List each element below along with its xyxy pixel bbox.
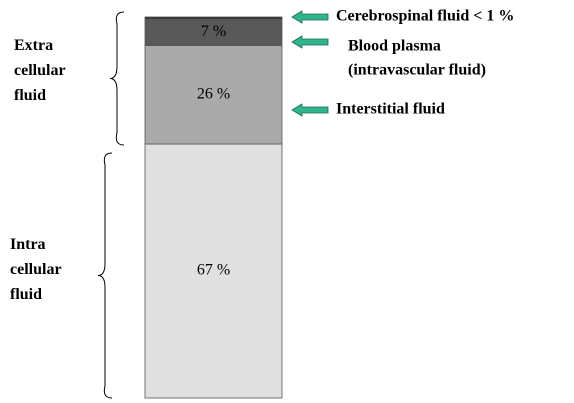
arrow [291,103,329,117]
segment [144,45,283,145]
group-label: Extra [14,37,53,54]
group-label: fluid [10,286,42,303]
arrow [291,10,329,24]
group-label: cellular [14,62,66,79]
group-label: Intra [10,236,46,253]
label: Blood plasma [348,38,441,55]
group-label: cellular [10,261,62,278]
value-label: 67 % [197,262,230,279]
value-label: 26 % [197,85,230,102]
group-label: fluid [14,87,46,104]
segment [144,16,283,20]
segment [144,143,283,399]
label: Interstitial fluid [336,101,445,118]
brace [109,11,125,146]
label: (intravascular fluid) [348,62,486,79]
brace [97,152,113,399]
value-label: 7 % [201,23,226,40]
arrow [291,35,329,49]
label: Cerebrospinal fluid < 1 % [336,8,514,25]
